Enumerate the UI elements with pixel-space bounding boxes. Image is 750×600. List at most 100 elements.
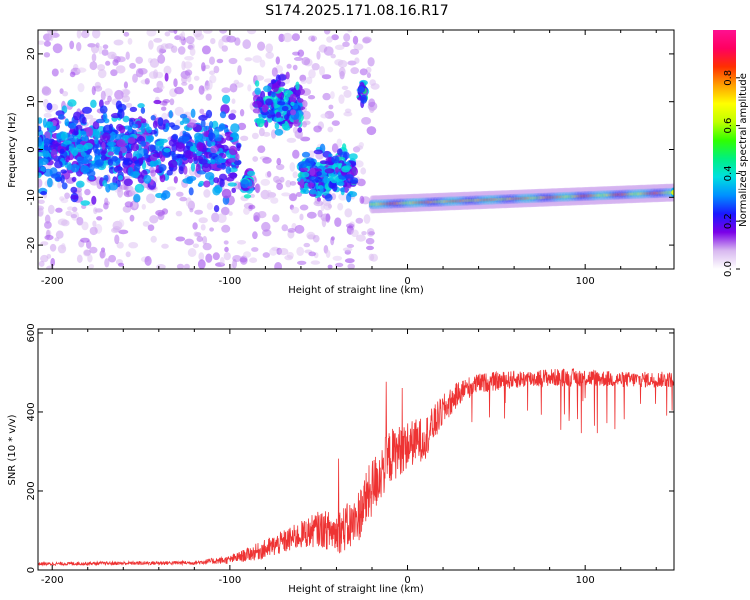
heatmap-cell — [365, 237, 375, 245]
heatmap-cell — [55, 230, 64, 239]
snr-y-ticks: 0 200 400 600 — [26, 323, 674, 573]
heatmap-cell — [283, 124, 291, 131]
heatmap-cell — [161, 243, 169, 249]
heatmap-cell — [198, 114, 208, 121]
x-tick-label: 100 — [576, 276, 595, 287]
heatmap-cell — [114, 188, 123, 194]
heatmap-cell — [116, 139, 126, 148]
heatmap-cell — [38, 207, 44, 217]
heatmap-cell — [221, 188, 232, 199]
heatmap-cell — [319, 185, 324, 194]
heatmap-cell — [46, 265, 54, 269]
heatmap-cell — [285, 180, 292, 188]
snr-y-axis-title: SNR (10 * v/v) — [7, 414, 18, 485]
figure-title: S174.2025.171.08.16.R17 — [265, 3, 448, 19]
heatmap-cell — [46, 102, 53, 111]
heatmap-cell — [341, 165, 352, 170]
heatmap-cell — [334, 44, 345, 50]
heatmap-cell — [112, 59, 119, 66]
heatmap-cell — [117, 166, 123, 171]
heatmap-cell — [171, 133, 179, 141]
heatmap-cell — [86, 169, 96, 178]
heatmap-cell — [40, 254, 49, 263]
heatmap-cell — [38, 172, 42, 178]
heatmap-cell — [261, 221, 271, 232]
heatmap-cell — [301, 151, 311, 158]
heatmap-cell — [138, 157, 144, 165]
heatmap-cell — [162, 151, 170, 157]
heatmap-cell — [108, 182, 118, 191]
heatmap-cell — [341, 85, 349, 90]
colorbar: 0.0 0.2 0.4 0.6 0.8 Normalized spectral ampl… — [713, 30, 749, 277]
heatmap-cell — [274, 128, 284, 136]
heatmap-cell — [275, 111, 282, 119]
heatmap-cell — [344, 108, 352, 114]
heatmap-cell — [124, 201, 133, 208]
heatmap-cell — [65, 210, 72, 216]
heatmap-cell — [222, 94, 231, 104]
heatmap-cell — [160, 192, 167, 201]
heatmap-cell — [231, 98, 236, 104]
heatmap-cell — [141, 203, 146, 210]
heatmap-cell — [107, 151, 114, 156]
heatmap-cell — [38, 40, 45, 45]
heatmap-cell — [221, 224, 231, 233]
heatmap-cell — [111, 155, 118, 162]
colorbar-tick-label: 0.6 — [723, 118, 734, 134]
heatmap-cell — [168, 30, 176, 33]
heatmap-cell — [254, 80, 260, 87]
heatmap-cell — [192, 153, 198, 162]
heatmap-cell — [123, 31, 130, 37]
heatmap-cell — [103, 202, 109, 210]
colorbar-bar — [713, 30, 736, 269]
heatmap-cell — [299, 213, 304, 221]
heatmap-cell — [273, 175, 280, 183]
heatmap-cell — [106, 141, 117, 147]
heatmap-cell — [132, 156, 138, 162]
heatmap-cell — [102, 44, 109, 49]
heatmap-cell — [209, 56, 215, 65]
heatmap-cell — [176, 263, 185, 269]
heatmap-cell — [150, 115, 156, 121]
heatmap-cell — [198, 158, 208, 165]
heatmap-cell — [86, 240, 92, 249]
heatmap-cell — [94, 136, 99, 145]
heatmap-cell — [307, 182, 315, 188]
heatmap-cell — [192, 222, 198, 230]
heatmap-cell — [186, 75, 192, 83]
heatmap-cell — [44, 221, 52, 229]
heatmap-cell — [122, 115, 130, 123]
heatmap-cell — [125, 102, 133, 108]
heatmap-cell — [184, 56, 194, 61]
heatmap-cell — [311, 62, 320, 71]
heatmap-cell — [153, 69, 159, 79]
heatmap-cell — [51, 68, 59, 77]
heatmap-cell — [46, 121, 54, 127]
heatmap-cell — [70, 211, 80, 221]
heatmap-cell — [350, 67, 360, 75]
heatmap-cell — [41, 85, 50, 95]
heatmap-cell — [115, 133, 122, 141]
heatmap-cell — [116, 56, 126, 63]
heatmap-cell — [144, 78, 150, 85]
heatmap-cell — [145, 123, 150, 131]
heatmap-cell — [130, 143, 139, 152]
heatmap-cell — [300, 167, 309, 172]
heatmap-cell — [338, 193, 348, 201]
heatmap-cell — [324, 168, 335, 174]
heatmap-cell — [149, 58, 160, 68]
heatmap-cell — [169, 98, 175, 106]
y-tick-label: 600 — [26, 323, 37, 342]
heatmap-cell — [184, 238, 195, 246]
heatmap-cell — [114, 234, 120, 245]
heatmap-cell — [275, 56, 280, 65]
heatmap-cell — [221, 87, 231, 94]
heatmap-cell — [75, 144, 85, 153]
heatmap-cell — [49, 243, 57, 252]
heatmap-cell — [89, 61, 98, 71]
heatmap-cell — [92, 30, 101, 39]
heatmap-cell — [210, 145, 218, 154]
heatmap-cell — [286, 251, 294, 259]
heatmap-cell — [137, 68, 148, 75]
heatmap-cell — [114, 89, 124, 100]
